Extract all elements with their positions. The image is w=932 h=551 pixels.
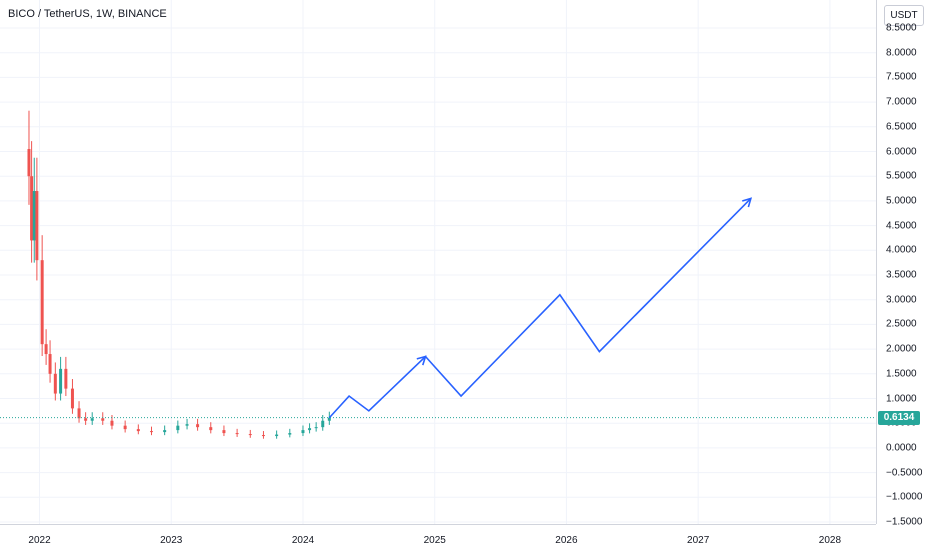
- candle-body: [90, 418, 94, 421]
- time-tick-label: 2024: [291, 535, 315, 546]
- time-tick-label: 2027: [687, 535, 710, 546]
- price-tick-label: 4.0000: [886, 244, 917, 256]
- candle-body: [301, 430, 305, 434]
- time-tick-label: 2025: [423, 535, 446, 546]
- price-tick-label: 1.0000: [886, 393, 917, 404]
- candle-body: [84, 418, 88, 421]
- time-tick-label: 2022: [28, 535, 51, 546]
- candle-body: [123, 425, 127, 430]
- symbol-title: BICO / TetherUS, 1W, BINANCE: [8, 8, 167, 20]
- price-tick-label: 6.5000: [886, 121, 917, 133]
- candle-body: [70, 388, 74, 409]
- price-tick-label: 7.5000: [886, 71, 917, 83]
- time-tick-label: 2028: [818, 535, 842, 546]
- candle-body: [209, 427, 213, 431]
- candle-body: [149, 431, 153, 433]
- price-tick-label: 4.5000: [886, 220, 917, 232]
- candle-body: [48, 354, 52, 374]
- candle-body: [27, 149, 31, 177]
- price-tick-label: 2.0000: [886, 343, 917, 355]
- candle-body: [44, 344, 48, 355]
- price-tick-label: −0.5000: [886, 467, 923, 479]
- candle-body: [248, 434, 252, 436]
- candle-body: [35, 191, 39, 261]
- candle-body: [77, 408, 81, 419]
- candle-body: [176, 425, 180, 431]
- candle-body: [32, 191, 36, 241]
- price-tick-label: 8.0000: [886, 47, 917, 59]
- price-tick-label: 0.0000: [886, 442, 917, 454]
- arrowhead: [742, 197, 753, 208]
- price-chart[interactable]: [0, 0, 876, 524]
- candle-body: [53, 373, 57, 394]
- time-tick-label: 2026: [555, 535, 578, 546]
- candle-body: [235, 433, 239, 435]
- candle-body: [163, 430, 167, 433]
- price-tick-label: 7.0000: [886, 96, 917, 108]
- candle-body: [327, 417, 331, 421]
- candle-body: [110, 420, 114, 426]
- projection-path[interactable]: [328, 197, 752, 419]
- chart-pane[interactable]: [0, 0, 876, 524]
- price-tick-label: 3.5000: [886, 269, 917, 281]
- price-tick-label: −1.5000: [886, 516, 923, 528]
- candle-body: [222, 430, 226, 434]
- price-tick-label: −1.0000: [886, 491, 923, 503]
- price-tick-label: 5.5000: [886, 170, 917, 182]
- candle-body: [185, 424, 189, 426]
- price-tick-label: 3.0000: [886, 294, 917, 306]
- price-tick-label: 1.5000: [886, 368, 917, 380]
- last-price-badge: 0.6134: [878, 410, 920, 425]
- candle-body: [308, 428, 312, 431]
- arrowhead: [416, 355, 427, 366]
- price-tick-label: 5.0000: [886, 195, 917, 207]
- price-tick-label: 8.5000: [886, 22, 917, 34]
- candle-body: [275, 434, 279, 437]
- candle-body: [64, 368, 68, 389]
- candle-body: [314, 427, 318, 429]
- candle-body: [101, 418, 105, 421]
- time-tick-label: 2023: [160, 535, 183, 546]
- candle-body: [30, 176, 34, 241]
- candle-body: [40, 260, 44, 345]
- candle-body: [288, 433, 292, 435]
- currency-button[interactable]: USDT: [884, 5, 924, 26]
- candle-body: [59, 368, 63, 394]
- price-axis[interactable]: [876, 0, 932, 524]
- candle-body: [136, 429, 140, 432]
- price-tick-label: 2.5000: [886, 318, 917, 330]
- price-tick-label: 6.0000: [886, 146, 917, 157]
- candle-body: [321, 420, 325, 428]
- time-axis[interactable]: [0, 524, 876, 551]
- candle-body: [261, 435, 265, 437]
- candle-body: [196, 424, 200, 428]
